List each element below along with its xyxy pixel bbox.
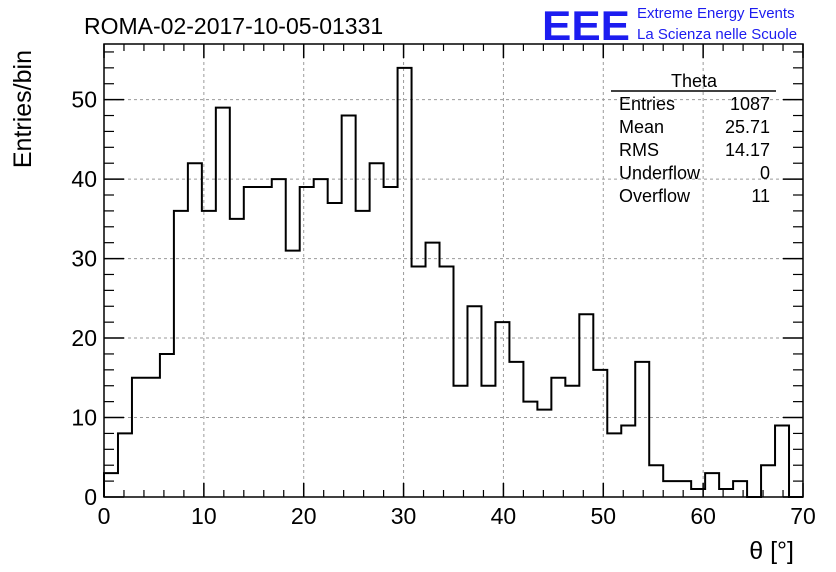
chart-title: ROMA-02-2017-10-05-01331 — [84, 13, 383, 39]
x-tick-label: 20 — [291, 503, 317, 529]
x-tick-label: 70 — [790, 503, 816, 529]
y-tick-label: 50 — [71, 87, 97, 113]
stats-value: 1087 — [730, 94, 770, 114]
stats-label: Overflow — [619, 186, 691, 206]
x-tick-label: 30 — [391, 503, 417, 529]
y-tick-label: 30 — [71, 246, 97, 272]
eee-logo: EEE — [542, 2, 630, 49]
logo-line-2: La Scienza nelle Scuole — [637, 26, 797, 43]
x-tick-label: 0 — [98, 503, 111, 529]
y-tick-label: 20 — [71, 325, 97, 351]
y-tick-label: 10 — [71, 405, 97, 431]
x-tick-label: 40 — [491, 503, 517, 529]
stats-value: 11 — [751, 186, 770, 206]
x-axis-label: θ [°] — [749, 537, 794, 565]
x-tick-label: 10 — [191, 503, 217, 529]
stats-label: Underflow — [619, 163, 701, 183]
logo-line-1: Extreme Energy Events — [637, 5, 795, 22]
y-tick-label: 40 — [71, 166, 97, 192]
y-tick-label: 0 — [84, 484, 97, 510]
axis-tick-labels: 0 10 20 30 40 50 60 70 0 10 20 30 40 50 — [71, 87, 815, 529]
stats-title: Theta — [671, 71, 718, 91]
grid-lines — [104, 44, 803, 497]
stats-label: Entries — [619, 94, 675, 114]
x-tick-label: 50 — [590, 503, 616, 529]
stats-value: 25.71 — [725, 117, 770, 137]
stats-box: Theta Entries 1087 Mean 25.71 RMS 14.17 Underf… — [611, 71, 776, 206]
x-tick-label: 60 — [690, 503, 716, 529]
histogram-line — [103, 66, 803, 498]
stats-value: 14.17 — [725, 140, 770, 160]
y-axis-label: Entries/bin — [9, 50, 37, 168]
plot-frame — [103, 43, 804, 498]
stats-value: 0 — [760, 163, 770, 183]
axis-ticks — [103, 44, 804, 498]
stats-label: Mean — [619, 117, 664, 137]
stats-label: RMS — [619, 140, 659, 160]
